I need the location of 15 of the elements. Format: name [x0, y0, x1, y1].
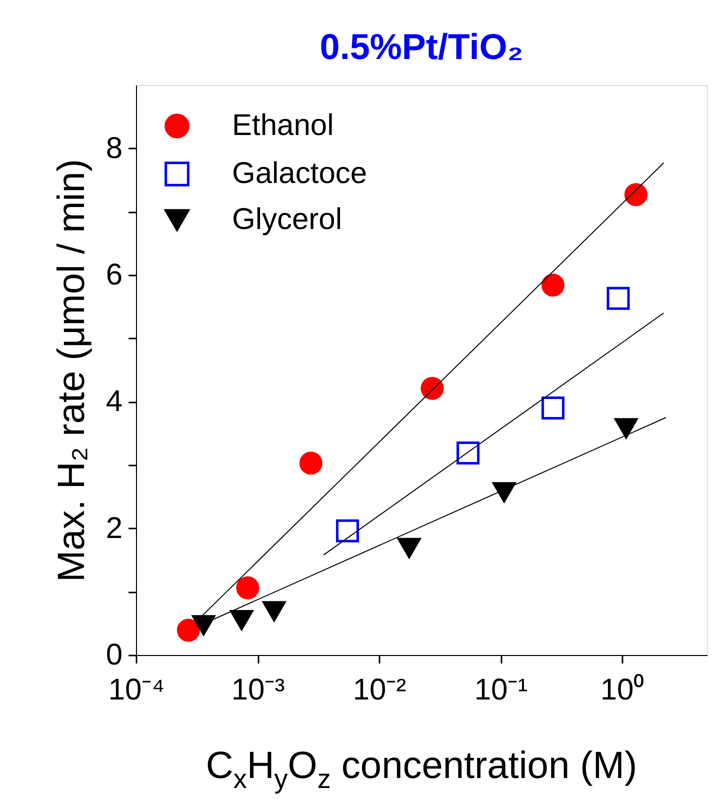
y-tick-label: 2 — [106, 512, 122, 545]
x-tick-label: 10⁻¹ — [474, 674, 528, 706]
y-tick-label: 0 — [106, 638, 122, 672]
chart-title: 0.5%Pt/TiO₂ — [320, 26, 524, 67]
x-tick-label: 10⁻² — [352, 674, 406, 706]
x-tick-label: 10⁻³ — [231, 674, 285, 706]
y-tick-label: 8 — [106, 132, 122, 165]
legend-label: Ethanol — [232, 109, 334, 142]
y-tick-label: 6 — [106, 258, 122, 292]
y-axis-title: Max. H₂ rate (μmol / min) — [50, 158, 93, 582]
x-tick-label: 10⁻⁴ — [108, 674, 165, 706]
x-tick-label: 10⁰ — [600, 674, 645, 706]
legend-label: Glycerol — [232, 203, 342, 236]
y-tick-label: 4 — [106, 385, 122, 418]
legend-label: Galactoce — [232, 157, 368, 190]
